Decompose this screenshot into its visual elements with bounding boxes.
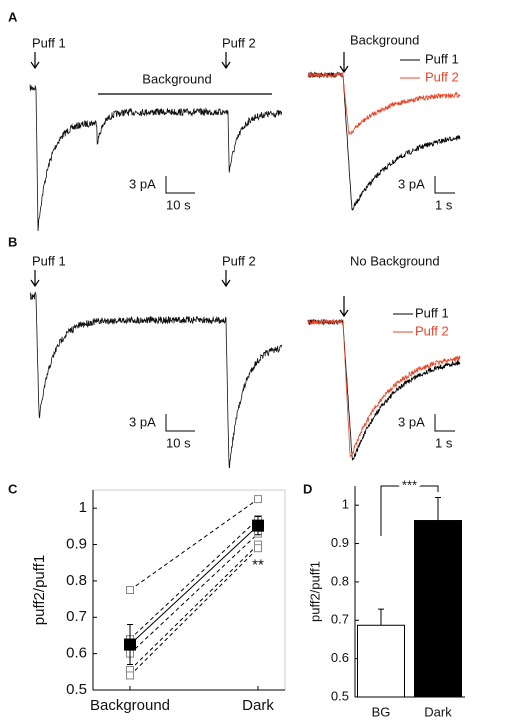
scale-y-label: 3 pA (398, 176, 425, 191)
bar (414, 520, 462, 698)
puff-label: Puff 2 (222, 35, 256, 50)
traces (29, 71, 461, 469)
panel-label: B (8, 234, 17, 249)
annotation: *** (402, 477, 417, 492)
marker (126, 671, 134, 680)
y-tick-label: 0.8 (66, 572, 87, 589)
marker (126, 586, 134, 594)
background-label: Background (142, 71, 211, 86)
legend-label: Puff 2 (425, 69, 459, 84)
panel-label: D (303, 481, 312, 496)
x-tick-label: Dark (242, 697, 274, 714)
series-line (129, 498, 259, 591)
inset-title: Background (350, 32, 419, 47)
significance-bracket (380, 485, 439, 536)
puff-label: Puff 1 (32, 253, 66, 268)
puff-label: Puff 2 (222, 253, 256, 268)
scale-bar (434, 176, 455, 194)
scale-y-label: 3 pA (129, 414, 156, 429)
series-line (129, 518, 259, 640)
trace (307, 318, 461, 459)
series-line (129, 533, 259, 655)
scale-x-label: 1 s (435, 435, 453, 450)
scale-bar (165, 414, 195, 432)
scale-bar (165, 176, 195, 194)
x-tick-label: Background (90, 697, 170, 714)
legend-label: Puff 1 (415, 305, 449, 320)
scale-x-label: 10 s (166, 197, 191, 212)
y-tick-label: 1 (79, 499, 87, 516)
y-tick-label: 0.6 (331, 650, 349, 665)
scale-y-label: 3 pA (398, 414, 425, 429)
marker (254, 495, 262, 504)
puff-label: Puff 1 (32, 35, 66, 50)
y-tick-label: 0.9 (66, 536, 87, 553)
y-tick-label: 0.7 (331, 612, 349, 627)
trace (307, 71, 461, 135)
legend-label: Puff 2 (415, 323, 449, 338)
y-tick-label: 0.7 (66, 608, 87, 625)
y-tick-label: 0.5 (66, 681, 87, 698)
series-line (129, 525, 259, 645)
y-tick-label: 0.5 (331, 688, 349, 703)
trace (29, 84, 282, 232)
scale-bar (434, 414, 455, 432)
x-tick-label: BG (372, 704, 391, 719)
scale-x-label: 10 s (166, 435, 191, 450)
arrows (30, 52, 349, 318)
marker (124, 638, 136, 651)
trace (307, 71, 461, 211)
annotation: ** (252, 557, 264, 574)
series-line (129, 544, 259, 671)
y-tick-label: 0.9 (331, 535, 349, 550)
series-line (129, 547, 259, 676)
trace (29, 291, 282, 469)
y-tick-label: 0.8 (331, 573, 349, 588)
x-tick-label: Dark (424, 704, 452, 719)
legend-label: Puff 1 (425, 51, 459, 66)
marker (254, 544, 262, 553)
y-axis-label: puff2/puff1 (31, 555, 48, 625)
scale-x-label: 1 s (435, 197, 453, 212)
bar (357, 624, 405, 698)
inset-title: No Background (350, 253, 440, 268)
panel-label: A (8, 9, 18, 24)
y-axis-label: puff2/puff1 (307, 561, 322, 622)
marker (252, 519, 264, 532)
panel-label: C (8, 481, 18, 496)
y-tick-label: 1 (342, 497, 349, 512)
y-tick-label: 0.6 (66, 645, 87, 662)
scale-y-label: 3 pA (129, 176, 156, 191)
